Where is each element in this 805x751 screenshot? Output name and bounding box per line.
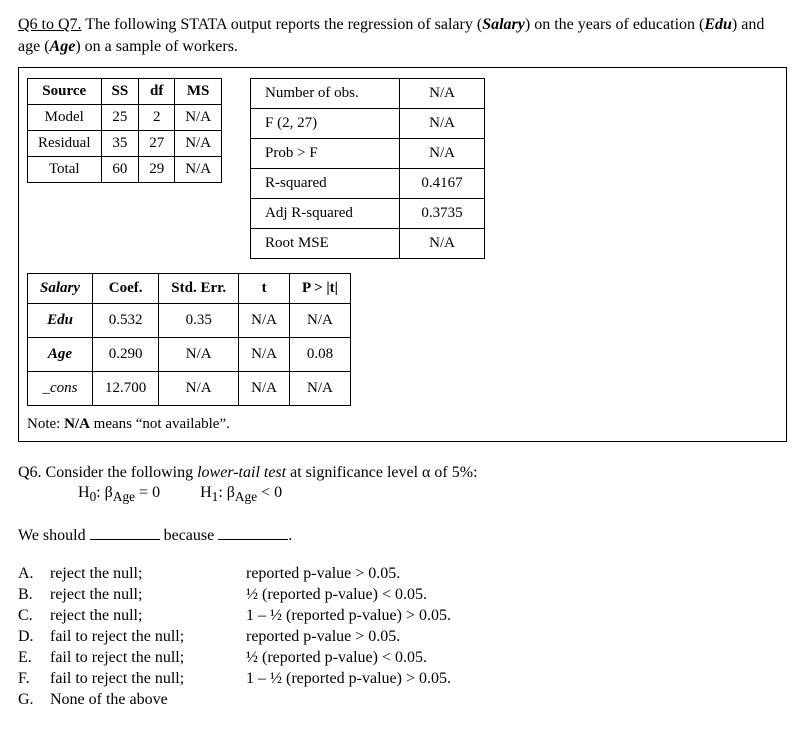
q6-prompt: Q6. Consider the following lower-tail te… — [18, 464, 787, 482]
coef-row: _cons 12.700 N/A N/A N/A — [28, 372, 351, 406]
coef-row: Edu 0.532 0.35 N/A N/A — [28, 304, 351, 338]
coef-h-var: Salary — [28, 274, 93, 304]
problem-intro: Q6 to Q7. The following STATA output rep… — [18, 14, 787, 57]
stats-row: Prob > FN/A — [251, 139, 485, 169]
coef-h-t: t — [239, 274, 290, 304]
answer-options: A.reject the null;reported p-value > 0.0… — [18, 565, 787, 709]
option-label: C. — [18, 607, 44, 625]
coef-h-coef: Coef. — [93, 274, 159, 304]
coef-table: Salary Coef. Std. Err. t P > |t| Edu 0.5… — [27, 273, 351, 406]
hypotheses: H0: βAge = 0 H1: βAge < 0 — [78, 484, 787, 505]
stats-row: Adj R-squared0.3735 — [251, 199, 485, 229]
option-label: A. — [18, 565, 44, 583]
anova-h-ms: MS — [175, 79, 222, 105]
coef-h-se: Std. Err. — [159, 274, 239, 304]
stats-row: F (2, 27)N/A — [251, 109, 485, 139]
option-label: G. — [18, 691, 44, 709]
coef-row: Age 0.290 N/A N/A 0.08 — [28, 338, 351, 372]
anova-h-source: Source — [28, 79, 102, 105]
option-label: B. — [18, 586, 44, 604]
q-heading: Q6 to Q7. — [18, 16, 82, 33]
note-line: Note: N/A means “not available”. — [27, 416, 778, 433]
option-label: F. — [18, 670, 44, 688]
anova-row: Residual 35 27 N/A — [28, 131, 222, 157]
anova-row: Total 60 29 N/A — [28, 157, 222, 183]
coef-h-p: P > |t| — [289, 274, 350, 304]
blank-2 — [218, 523, 288, 540]
fill-blank-sentence: We should because . — [18, 523, 787, 545]
stats-row: Root MSEN/A — [251, 229, 485, 259]
output-box: Source SS df MS Model 25 2 N/A Residual … — [18, 67, 787, 442]
option-label: D. — [18, 628, 44, 646]
stats-table: Number of obs.N/A F (2, 27)N/A Prob > FN… — [250, 78, 485, 259]
option-label: E. — [18, 649, 44, 667]
anova-h-ss: SS — [101, 79, 139, 105]
anova-row: Model 25 2 N/A — [28, 105, 222, 131]
blank-1 — [90, 523, 160, 540]
anova-table: Source SS df MS Model 25 2 N/A Residual … — [27, 78, 222, 183]
stats-row: R-squared0.4167 — [251, 169, 485, 199]
stats-row: Number of obs.N/A — [251, 79, 485, 109]
q6-block: Q6. Consider the following lower-tail te… — [18, 464, 787, 709]
anova-h-df: df — [139, 79, 175, 105]
